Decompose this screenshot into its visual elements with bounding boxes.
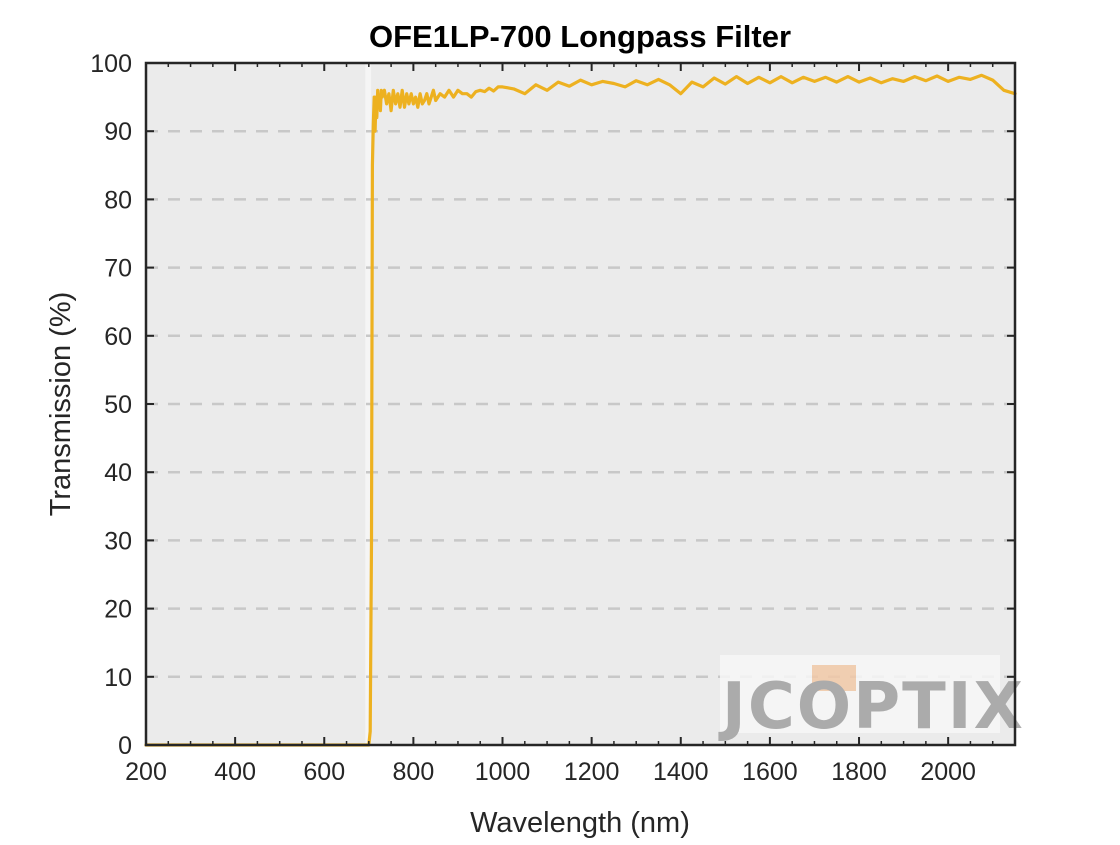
y-tick-label: 20 — [104, 596, 132, 624]
x-tick-label: 600 — [303, 758, 345, 786]
y-tick-label: 100 — [90, 50, 132, 78]
x-tick-label: 1000 — [475, 758, 531, 786]
watermark-accent — [812, 665, 856, 691]
y-tick-label: 90 — [104, 118, 132, 146]
watermark-logo-text: JCOPTIX — [718, 670, 1025, 744]
y-tick-label: 50 — [104, 391, 132, 419]
transmission-series-line — [144, 73, 1017, 747]
y-axis-title: Transmission (%) — [45, 292, 77, 517]
chart-title: OFE1LP-700 Longpass Filter — [369, 19, 791, 54]
x-tick-label: 2000 — [920, 758, 976, 786]
y-tick-label: 10 — [104, 664, 132, 692]
y-tick-label: 80 — [104, 186, 132, 214]
y-tick-label: 70 — [104, 255, 132, 283]
jcoptix-watermark: JCOPTIX — [718, 655, 1025, 744]
x-tick-label: 1600 — [742, 758, 798, 786]
y-tick-label: 40 — [104, 459, 132, 487]
x-tick-label: 400 — [214, 758, 256, 786]
x-tick-label: 200 — [125, 758, 167, 786]
series-layer — [144, 73, 1017, 747]
x-tick-label: 1200 — [564, 758, 620, 786]
x-tick-labels: 200 400 600 800 1000 1200 1400 1600 1800 2000 — [125, 758, 976, 786]
x-tick-label: 1400 — [653, 758, 709, 786]
y-tick-label: 60 — [104, 323, 132, 351]
plot-background — [146, 63, 1015, 745]
x-tick-label: 1800 — [831, 758, 887, 786]
x-axis-title: Wavelength (nm) — [470, 807, 690, 839]
watermark-backdrop — [720, 655, 1000, 733]
y-tick-labels: 0 10 20 30 40 50 60 70 80 90 100 — [90, 50, 132, 760]
y-tick-label: 0 — [118, 732, 132, 760]
axis-ticks — [145, 62, 1015, 746]
x-tick-label: 800 — [393, 758, 435, 786]
y-tick-label: 30 — [104, 527, 132, 555]
